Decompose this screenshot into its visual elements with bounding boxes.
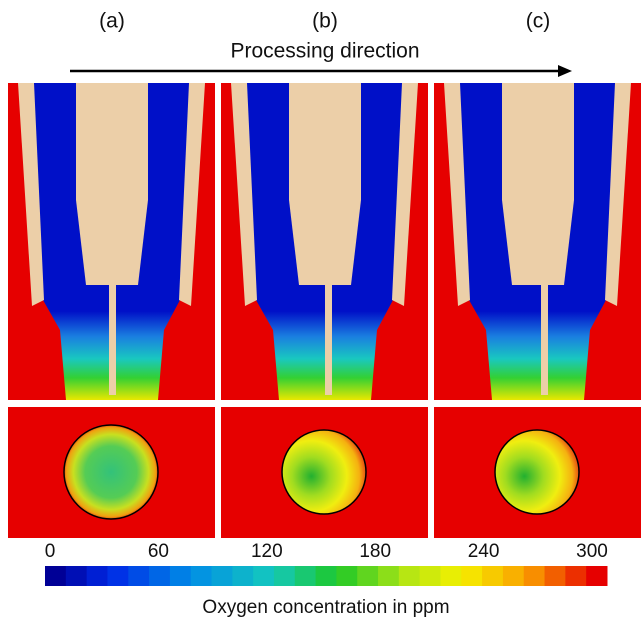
colorbar-band xyxy=(212,566,233,586)
colorbar-band xyxy=(420,566,441,586)
colorbar-band xyxy=(440,566,461,586)
colorbar-tick-label: 0 xyxy=(45,541,56,562)
colorbar-band xyxy=(45,566,66,586)
melt-pool xyxy=(282,430,366,514)
arrow-head xyxy=(558,65,572,77)
colorbar-band xyxy=(524,566,545,586)
panel xyxy=(434,83,641,538)
panel xyxy=(8,83,215,538)
melt-pool xyxy=(495,430,579,514)
colorbar-band xyxy=(336,566,357,586)
colorbar-tick-label: 60 xyxy=(148,541,169,562)
colorbar-band xyxy=(565,566,586,586)
colorbar-band xyxy=(170,566,191,586)
colorbar-tick-label: 180 xyxy=(359,541,391,562)
colorbar-band xyxy=(232,566,253,586)
colorbar-band xyxy=(295,566,316,586)
colorbar: 0 60 120 180 240 300 xyxy=(45,541,608,586)
colorbar-band xyxy=(87,566,108,586)
colorbar-band xyxy=(357,566,378,586)
colorbar-band xyxy=(253,566,274,586)
electrode xyxy=(502,83,574,285)
electrode xyxy=(289,83,361,285)
colorbar-band xyxy=(482,566,503,586)
panel-label: (c) xyxy=(526,10,551,33)
colorbar-label: Oxygen concentration in ppm xyxy=(202,597,449,618)
colorbar-band xyxy=(545,566,566,586)
page: {"panels": [{"label": "(a)"}, {"label": … xyxy=(0,0,641,624)
colorbar-band xyxy=(461,566,482,586)
wire xyxy=(541,285,548,395)
colorbar-tick-label: 240 xyxy=(468,541,500,562)
melt-pool xyxy=(64,425,158,519)
colorbar-band xyxy=(274,566,295,586)
colorbar-band xyxy=(378,566,399,586)
colorbar-tick-label: 300 xyxy=(576,541,608,562)
arrow-label: Processing direction xyxy=(230,40,419,63)
colorbar-band xyxy=(128,566,149,586)
colorbar-tick-label: 120 xyxy=(251,541,283,562)
panel xyxy=(221,83,428,538)
wire xyxy=(325,285,332,395)
panel-label: (b) xyxy=(312,10,338,33)
colorbar-band xyxy=(66,566,87,586)
colorbar-band xyxy=(149,566,170,586)
electrode xyxy=(76,83,148,285)
panels xyxy=(8,83,641,538)
panel-label: (a) xyxy=(99,10,125,33)
colorbar-band xyxy=(399,566,420,586)
figure: Processing direction 0 60 120 180 240 300 Oxy… xyxy=(0,0,641,624)
colorbar-band xyxy=(586,566,607,586)
colorbar-band xyxy=(316,566,337,586)
colorbar-band xyxy=(191,566,212,586)
colorbar-band xyxy=(107,566,128,586)
colorbar-band xyxy=(503,566,524,586)
wire xyxy=(109,285,116,395)
